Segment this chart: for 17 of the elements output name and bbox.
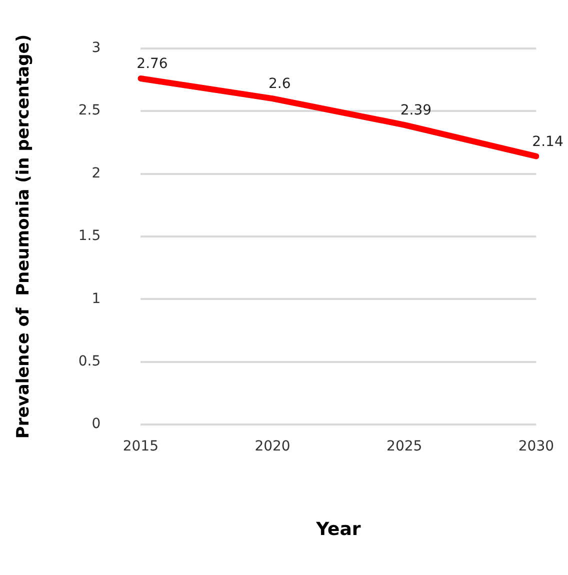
data-label: 2.14 xyxy=(532,134,564,150)
x-tick-label: 2015 xyxy=(122,438,158,455)
data-label: 2.39 xyxy=(400,102,432,119)
data-label: 2.76 xyxy=(136,56,168,72)
y-tick-label: 1.5 xyxy=(78,228,101,244)
y-tick-label: 0.5 xyxy=(78,354,101,370)
y-tick-label: 3 xyxy=(92,40,101,56)
x-tick-label: 2030 xyxy=(518,438,554,455)
x-tick-label: 2020 xyxy=(254,438,290,455)
y-tick-label: 1 xyxy=(92,290,101,307)
y-tick-label: 0 xyxy=(92,416,101,432)
y-tick-label: 2.5 xyxy=(78,102,101,119)
x-tick-label: 2025 xyxy=(386,438,422,455)
data-label: 2.6 xyxy=(268,76,291,92)
x-axis-title: Year xyxy=(315,518,361,540)
y-axis-title: Prevalence of Pneumonia (in percentage) xyxy=(14,34,34,439)
y-tick-label: 2 xyxy=(92,165,101,182)
